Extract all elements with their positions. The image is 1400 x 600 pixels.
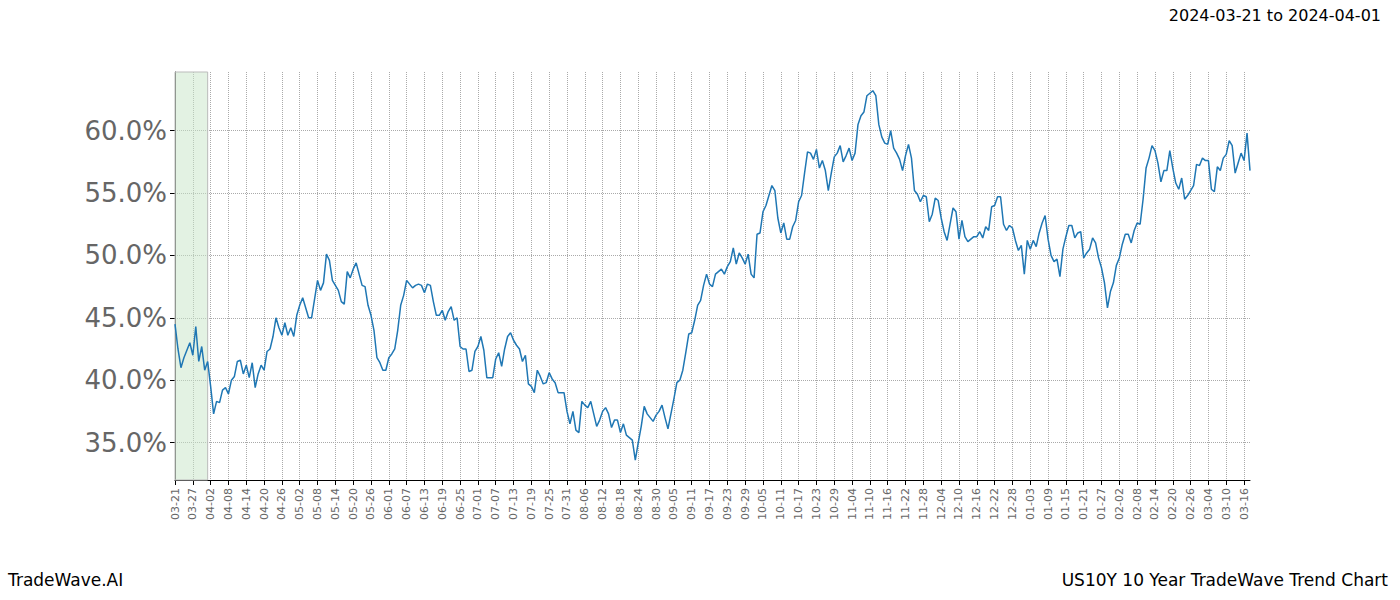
svg-text:02-14: 02-14 xyxy=(1148,488,1161,520)
svg-text:09-11: 09-11 xyxy=(685,488,698,520)
svg-text:07-31: 07-31 xyxy=(560,488,573,520)
svg-text:04-14: 04-14 xyxy=(240,488,253,520)
svg-text:04-26: 04-26 xyxy=(275,488,288,520)
svg-text:08-06: 08-06 xyxy=(578,488,591,520)
svg-text:01-03: 01-03 xyxy=(1024,488,1037,520)
svg-text:07-01: 07-01 xyxy=(471,488,484,520)
svg-text:60.0%: 60.0% xyxy=(84,116,167,146)
svg-text:40.0%: 40.0% xyxy=(84,365,167,395)
svg-text:03-16: 03-16 xyxy=(1238,488,1251,520)
svg-text:08-18: 08-18 xyxy=(614,488,627,520)
svg-text:09-05: 09-05 xyxy=(667,488,680,520)
svg-text:45.0%: 45.0% xyxy=(84,303,167,333)
svg-text:2024-03-21 to 2024-04-01: 2024-03-21 to 2024-04-01 xyxy=(1169,6,1381,25)
svg-text:07-13: 07-13 xyxy=(507,488,520,520)
svg-text:US10Y 10 Year TradeWave Trend: US10Y 10 Year TradeWave Trend Chart xyxy=(1062,570,1389,590)
svg-text:02-20: 02-20 xyxy=(1166,488,1179,520)
svg-text:10-23: 10-23 xyxy=(810,488,823,520)
svg-text:TradeWave.AI: TradeWave.AI xyxy=(7,570,123,590)
svg-text:11-16: 11-16 xyxy=(881,488,894,520)
svg-text:55.0%: 55.0% xyxy=(84,178,167,208)
svg-text:09-23: 09-23 xyxy=(721,488,734,520)
svg-text:07-07: 07-07 xyxy=(489,488,502,520)
svg-text:08-12: 08-12 xyxy=(596,488,609,520)
svg-text:05-02: 05-02 xyxy=(293,488,306,520)
svg-text:11-10: 11-10 xyxy=(863,488,876,520)
svg-text:04-20: 04-20 xyxy=(258,488,271,520)
svg-text:06-13: 06-13 xyxy=(418,488,431,520)
svg-text:03-10: 03-10 xyxy=(1220,488,1233,520)
svg-text:03-21: 03-21 xyxy=(169,488,182,520)
svg-text:11-28: 11-28 xyxy=(917,488,930,520)
svg-text:05-08: 05-08 xyxy=(311,488,324,520)
svg-text:11-04: 11-04 xyxy=(846,488,859,520)
svg-text:05-26: 05-26 xyxy=(364,488,377,520)
svg-text:06-07: 06-07 xyxy=(400,488,413,520)
svg-text:01-27: 01-27 xyxy=(1095,488,1108,520)
svg-text:06-19: 06-19 xyxy=(436,488,449,520)
svg-text:11-22: 11-22 xyxy=(899,488,912,520)
svg-text:01-15: 01-15 xyxy=(1059,488,1072,520)
svg-text:05-14: 05-14 xyxy=(329,488,342,520)
svg-text:12-28: 12-28 xyxy=(1006,488,1019,520)
svg-text:50.0%: 50.0% xyxy=(84,240,167,270)
svg-text:08-30: 08-30 xyxy=(650,488,663,520)
svg-text:02-02: 02-02 xyxy=(1113,488,1126,520)
svg-text:10-17: 10-17 xyxy=(792,488,805,520)
svg-text:07-25: 07-25 xyxy=(543,488,556,520)
svg-text:04-08: 04-08 xyxy=(222,488,235,520)
svg-text:04-02: 04-02 xyxy=(204,488,217,520)
svg-text:09-29: 09-29 xyxy=(739,488,752,520)
svg-text:02-08: 02-08 xyxy=(1131,488,1144,520)
svg-text:06-01: 06-01 xyxy=(382,488,395,520)
svg-text:08-24: 08-24 xyxy=(632,488,645,520)
svg-text:35.0%: 35.0% xyxy=(84,428,167,458)
svg-text:12-04: 12-04 xyxy=(935,488,948,520)
svg-text:03-04: 03-04 xyxy=(1202,488,1215,520)
svg-text:05-20: 05-20 xyxy=(347,488,360,520)
svg-text:01-21: 01-21 xyxy=(1077,488,1090,520)
svg-text:02-26: 02-26 xyxy=(1184,488,1197,520)
svg-text:10-05: 10-05 xyxy=(756,488,769,520)
svg-text:12-10: 12-10 xyxy=(952,488,965,520)
svg-text:07-19: 07-19 xyxy=(525,488,538,520)
svg-text:09-17: 09-17 xyxy=(703,488,716,520)
svg-text:06-25: 06-25 xyxy=(454,488,467,520)
svg-text:03-27: 03-27 xyxy=(186,488,199,520)
svg-text:10-11: 10-11 xyxy=(774,488,787,520)
svg-text:12-16: 12-16 xyxy=(970,488,983,520)
svg-text:12-22: 12-22 xyxy=(988,488,1001,520)
svg-text:01-09: 01-09 xyxy=(1042,488,1055,520)
svg-text:10-29: 10-29 xyxy=(828,488,841,520)
